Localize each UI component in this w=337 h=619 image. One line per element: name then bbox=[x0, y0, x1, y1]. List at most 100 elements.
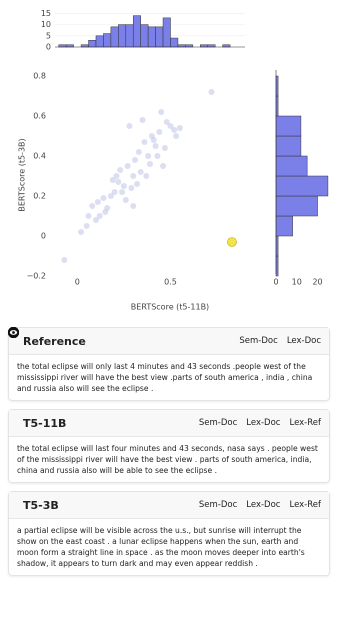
x-tick-label: 0.5 bbox=[164, 278, 177, 287]
scatter-point bbox=[133, 181, 140, 187]
scatter-point bbox=[158, 109, 165, 115]
x-tick-label: 10 bbox=[292, 278, 302, 287]
histogram-bar bbox=[58, 44, 67, 48]
metric-label: Lex-Doc bbox=[246, 500, 281, 510]
metric-label: Sem-Doc bbox=[198, 500, 238, 510]
card-text: the total eclipse will last four minutes… bbox=[17, 444, 318, 475]
scatter-point bbox=[100, 195, 107, 201]
histogram-bar bbox=[170, 37, 179, 48]
cards: Reference Sem-Doc Lex-Doc the total eclipse… bbox=[8, 327, 330, 584]
metric-toggle[interactable]: Lex-Doc bbox=[8, 327, 281, 428]
scatter-point bbox=[154, 153, 161, 159]
scatter-point bbox=[161, 145, 168, 151]
scatter-point bbox=[135, 149, 142, 155]
scatter-point bbox=[130, 203, 137, 209]
scatter-point bbox=[128, 185, 135, 191]
histogram-bar bbox=[103, 33, 112, 48]
histogram-bar bbox=[275, 95, 279, 117]
histogram-bar bbox=[118, 24, 127, 48]
scatter-point bbox=[176, 125, 183, 131]
scatter-point bbox=[156, 129, 163, 135]
y-tick-label: 0.4 bbox=[33, 152, 46, 161]
metric-toggle[interactable]: Lex-Ref bbox=[8, 327, 321, 428]
scatter-point bbox=[104, 205, 111, 211]
scatter-point bbox=[137, 169, 144, 175]
histogram-bar bbox=[110, 26, 119, 48]
y-tick-label: 15 bbox=[41, 9, 51, 18]
histogram-bar bbox=[275, 155, 308, 177]
scatter-point bbox=[130, 173, 137, 179]
y-tick-label: −0.2 bbox=[27, 272, 46, 281]
y-tick-label: 0.6 bbox=[33, 112, 46, 121]
card-title: T5-3B bbox=[23, 498, 59, 512]
scatter-point bbox=[85, 213, 92, 219]
scatter-point bbox=[115, 179, 122, 185]
scatter-point bbox=[163, 119, 170, 125]
eye-icon bbox=[8, 327, 19, 338]
y-tick-label: 5 bbox=[46, 31, 51, 40]
y-tick-label: 0 bbox=[41, 232, 46, 241]
scatter-point bbox=[107, 193, 114, 199]
scatter-point bbox=[171, 127, 178, 133]
histogram-bar bbox=[200, 44, 208, 48]
y-tick-label: 0.2 bbox=[33, 192, 46, 201]
metric-toggle[interactable]: Sem-Doc bbox=[8, 327, 238, 510]
histogram-bar bbox=[132, 15, 141, 48]
histogram-bar bbox=[185, 44, 194, 48]
histogram-bar bbox=[95, 35, 104, 48]
histogram-bar bbox=[222, 44, 231, 48]
scatter-point bbox=[208, 89, 215, 95]
y-axis-label: BERTScore (t5-3B) bbox=[18, 138, 27, 211]
y-tick-label: 0.8 bbox=[33, 72, 46, 81]
scatter-point bbox=[126, 123, 133, 129]
histogram-bar bbox=[147, 26, 156, 48]
scatter-point bbox=[94, 199, 101, 205]
histogram-bar bbox=[275, 175, 329, 197]
scatter-point bbox=[145, 153, 152, 159]
metric-label: Lex-Doc bbox=[246, 418, 281, 428]
y-tick-label: 10 bbox=[41, 20, 51, 29]
card: T5-11B Sem-Doc Lex-Doc Lex-Ref the total ecl… bbox=[8, 327, 330, 483]
scatter-point bbox=[143, 173, 150, 179]
scatter-point bbox=[167, 123, 174, 129]
scatter-point bbox=[141, 139, 148, 145]
histogram-bar bbox=[80, 44, 89, 48]
scatter-point bbox=[150, 137, 157, 143]
card-text: the total eclipse will only last 4 minut… bbox=[17, 362, 313, 393]
scatter-point bbox=[111, 189, 118, 195]
histogram-bar bbox=[275, 195, 318, 217]
card-header: T5-3B Sem-Doc Lex-Doc Lex-Ref bbox=[8, 327, 329, 519]
card-header: Reference Sem-Doc Lex-Doc bbox=[8, 327, 329, 355]
histogram-bar bbox=[88, 40, 97, 48]
scatter-point bbox=[152, 143, 159, 149]
x-tick-label: 0 bbox=[273, 278, 278, 287]
metric-toggle[interactable]: Lex-Doc bbox=[8, 327, 321, 346]
metric-toggle[interactable]: Sem-Doc bbox=[8, 327, 278, 346]
metric-toggle[interactable]: Sem-Doc bbox=[8, 327, 238, 428]
histogram-bar bbox=[275, 115, 302, 137]
card-title: T5-11B bbox=[23, 416, 67, 430]
scatter-point bbox=[120, 183, 127, 189]
histogram-bar bbox=[275, 235, 279, 257]
scatter-point bbox=[173, 133, 180, 139]
scatter-point bbox=[96, 213, 103, 219]
scatter-point bbox=[113, 173, 120, 179]
scatter-point bbox=[78, 229, 85, 235]
histogram-bar bbox=[177, 44, 186, 48]
metric-label: Lex-Ref bbox=[289, 418, 321, 428]
scatter-point bbox=[119, 189, 126, 195]
scatter-point bbox=[92, 217, 99, 223]
highlight-point bbox=[227, 237, 237, 247]
metric-label: Lex-Doc bbox=[286, 336, 321, 346]
metric-toggle[interactable]: Lex-Doc bbox=[8, 327, 281, 510]
histogram-bar bbox=[275, 135, 302, 157]
metric-label: Sem-Doc bbox=[198, 418, 238, 428]
histogram-bar bbox=[275, 75, 279, 97]
y-tick-label: 0 bbox=[46, 43, 51, 52]
histogram-bar bbox=[275, 215, 293, 237]
card-header: T5-11B Sem-Doc Lex-Doc Lex-Ref bbox=[8, 327, 329, 437]
metric-toggle[interactable]: Lex-Ref bbox=[8, 327, 321, 510]
card-text: a partial eclipse will be visible across… bbox=[17, 526, 305, 568]
scatter-point bbox=[117, 167, 124, 173]
